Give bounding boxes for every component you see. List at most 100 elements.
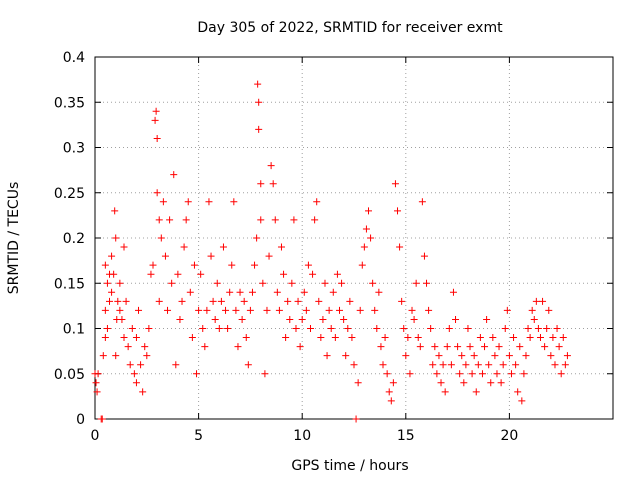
data-point [203,306,211,314]
data-point [251,261,259,269]
data-point [383,370,391,378]
data-point [253,234,261,242]
data-point [389,379,397,387]
data-point [371,306,379,314]
data-point [323,352,331,360]
data-point [151,116,159,124]
data-point [547,352,555,360]
data-point [447,361,455,369]
x-tick-label: 15 [397,428,415,444]
data-point [149,261,157,269]
data-point [464,325,472,332]
data-point [139,388,147,396]
data-point [350,361,358,369]
data-point [443,343,451,351]
data-point [273,288,281,296]
data-point [193,370,201,378]
data-point [255,125,263,133]
data-point [342,352,350,360]
data-point [275,306,283,314]
data-point [170,171,178,179]
data-point [111,207,119,215]
data-point [510,334,518,342]
y-tick-label: 0.15 [54,276,85,292]
data-point [103,279,111,287]
data-point [224,325,232,332]
data-point [261,370,269,378]
data-point [543,325,551,332]
data-point [410,315,418,323]
data-point [259,279,267,287]
data-point [377,343,385,351]
data-point [321,279,329,287]
data-point [520,370,528,378]
data-point [460,379,468,387]
data-point [311,216,319,224]
data-point [362,225,370,233]
data-point [532,297,540,305]
data-point [549,334,557,342]
data-point [226,288,234,296]
data-point [244,361,252,369]
data-point [141,343,149,351]
y-tick-label: 0.05 [54,367,85,383]
data-point [230,198,238,206]
data-point [213,279,221,287]
data-point [101,261,109,269]
data-point [155,216,163,224]
data-point [166,216,174,224]
data-point [512,361,520,369]
data-point [153,189,161,197]
data-point [184,198,192,206]
data-point [536,334,544,342]
data-point [555,343,563,351]
data-point [333,270,341,278]
chart-title: Day 305 of 2022, SRMTID for receiver exm… [197,20,503,36]
data-point [178,297,186,305]
data-point [441,388,449,396]
data-point [418,198,426,206]
data-point [429,361,437,369]
data-point [294,297,302,305]
x-tick-label: 5 [194,428,203,444]
x-tick-label: 10 [293,428,311,444]
data-point [228,261,236,269]
data-point [412,279,420,287]
data-point [300,288,308,296]
data-point [545,306,553,314]
x-tick-label: 0 [91,428,100,444]
data-point [396,243,404,251]
data-point [501,325,509,332]
data-point [526,334,534,342]
data-point [159,198,167,206]
data-point [491,352,499,360]
data-point [94,370,102,378]
data-point [110,270,118,278]
data-point [449,288,457,296]
data-point [92,379,100,387]
data-point [296,343,304,351]
data-point [481,343,489,351]
data-point [437,379,445,387]
data-point [375,288,383,296]
data-point [522,352,530,360]
data-point [398,297,406,305]
data-point [561,361,569,369]
data-point [358,261,366,269]
data-point [338,279,346,287]
data-point [381,334,389,342]
axis-ticks: 0 5 10 15 20 0 0.05 0.1 0.15 0.2 0.25 0.3 0.35 0.4 [54,50,613,444]
data-point [499,361,507,369]
data-point [340,315,348,323]
data-point [420,252,428,260]
data-point [394,207,402,215]
data-point [402,352,410,360]
data-point [257,216,265,224]
data-point [242,334,250,342]
data-point [205,198,213,206]
data-point [367,234,375,242]
data-point [168,279,176,287]
data-point [313,198,321,206]
data-point [290,216,298,224]
data-point [108,288,116,296]
